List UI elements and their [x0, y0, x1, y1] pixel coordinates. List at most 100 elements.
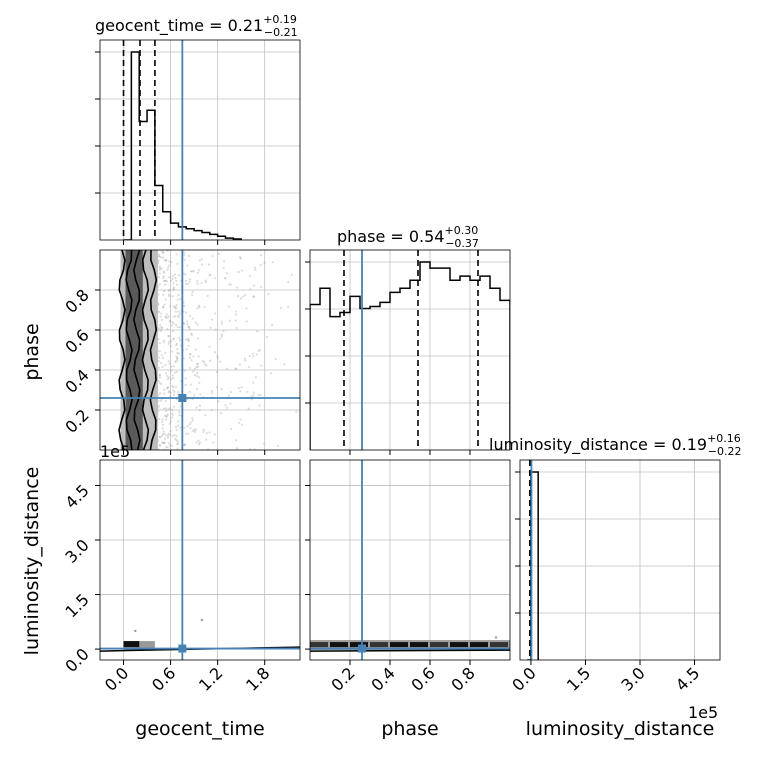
scatter-point: [239, 390, 242, 393]
scatter-point: [171, 435, 174, 438]
scatter-point: [165, 258, 168, 261]
scatter-point: [171, 274, 175, 278]
scatter-point: [161, 433, 165, 436]
scatter-point: [165, 446, 168, 449]
scatter-point: [162, 442, 165, 445]
scatter-point: [159, 399, 163, 403]
scatter-point: [260, 364, 263, 367]
scatter-point: [186, 323, 189, 326]
scatter-point: [253, 448, 256, 450]
contour-line: [133, 250, 141, 450]
scatter-point: [177, 310, 180, 313]
scatter-point: [176, 357, 179, 360]
scatter-point: [238, 256, 242, 259]
scatter-point: [202, 430, 205, 433]
scatter-point: [165, 313, 169, 316]
scatter-point: [177, 410, 181, 414]
scatter-point: [197, 439, 200, 442]
scatter-point: [188, 356, 191, 359]
scatter-point: [170, 279, 173, 283]
scatter-point: [222, 330, 225, 333]
scatter-point: [171, 321, 174, 324]
scatter-point: [183, 369, 186, 372]
scatter-point: [239, 297, 243, 300]
scatter-point: [178, 413, 181, 417]
scatter-point: [208, 345, 211, 348]
x-tick-label: 0.4: [367, 663, 398, 694]
y-tick-label: 0.0: [61, 644, 92, 675]
scatter-point: [183, 322, 186, 325]
panel-phase-ld: 0.2 0.4 0.6 0.8: [305, 459, 511, 695]
scatter-point: [162, 270, 165, 273]
scatter-point: [200, 258, 203, 261]
scatter-point: [173, 306, 176, 309]
scatter-point: [235, 367, 238, 371]
scatter-point: [252, 391, 256, 394]
scatter-point: [164, 298, 167, 301]
panel-border: [99, 459, 301, 661]
scatter-point: [196, 337, 200, 340]
scatter-point: [196, 279, 199, 282]
scatter-point: [168, 305, 172, 308]
scatter-point: [157, 259, 160, 262]
scatter-point: [203, 360, 206, 363]
scatter-point: [195, 363, 199, 366]
scatter-point: [164, 418, 168, 421]
scatter-point: [158, 417, 161, 421]
scatter-point: [205, 432, 208, 435]
scatter-point: [220, 388, 223, 391]
panel-border: [309, 249, 511, 451]
scatter-point: [177, 294, 180, 297]
scatter-point: [213, 433, 216, 436]
scatter-point: [252, 381, 255, 384]
scatter-point: [179, 344, 182, 347]
y-tick-label: 0.8: [61, 285, 92, 316]
scatter-point: [206, 294, 209, 297]
scatter-point: [166, 413, 169, 416]
x-tick-label: 1.2: [195, 663, 226, 694]
scatter-point: [185, 311, 188, 314]
scatter-point: [196, 323, 199, 326]
scatter-point: [183, 253, 186, 256]
scatter-point: [158, 374, 161, 377]
scatter-point: [190, 333, 193, 336]
scatter-point: [164, 351, 167, 354]
scatter-point: [230, 428, 233, 431]
scatter-point: [162, 430, 165, 433]
scatter-point: [169, 320, 172, 323]
scatter-point: [166, 377, 170, 381]
scatter-point: [229, 390, 233, 394]
scatter-point: [236, 286, 239, 289]
scatter-point: [195, 374, 199, 378]
scatter-point: [189, 366, 192, 370]
scatter-point: [176, 442, 179, 446]
scatter-point: [240, 423, 243, 426]
scatter-point: [244, 359, 247, 362]
scatter-point: [168, 276, 171, 279]
contour-line: [141, 250, 150, 450]
scatter-point: [223, 277, 226, 280]
scatter-point: [166, 386, 169, 389]
scatter-point: [198, 381, 201, 385]
scatter-point: [161, 441, 164, 444]
ylabel-luminosity-distance: luminosity_distance: [21, 467, 43, 656]
scatter-point: [164, 283, 167, 286]
scatter-point: [252, 295, 255, 298]
scatter-point: [219, 412, 223, 415]
density-core: [450, 642, 468, 648]
scatter-point: [162, 341, 165, 344]
scatter-point: [175, 253, 178, 256]
scatter-point: [172, 386, 175, 389]
scatter-point: [211, 254, 214, 258]
scatter-point: [194, 321, 197, 324]
scatter-point: [164, 400, 167, 403]
scatter-point: [184, 273, 187, 276]
density-core: [310, 642, 328, 648]
scatter-point: [271, 261, 274, 264]
scatter-point: [176, 359, 179, 362]
scatter-point: [254, 268, 257, 271]
panel-bg: [310, 460, 510, 660]
scatter-point: [170, 260, 173, 264]
scatter-point: [169, 420, 172, 423]
scatter-point: [157, 310, 161, 313]
